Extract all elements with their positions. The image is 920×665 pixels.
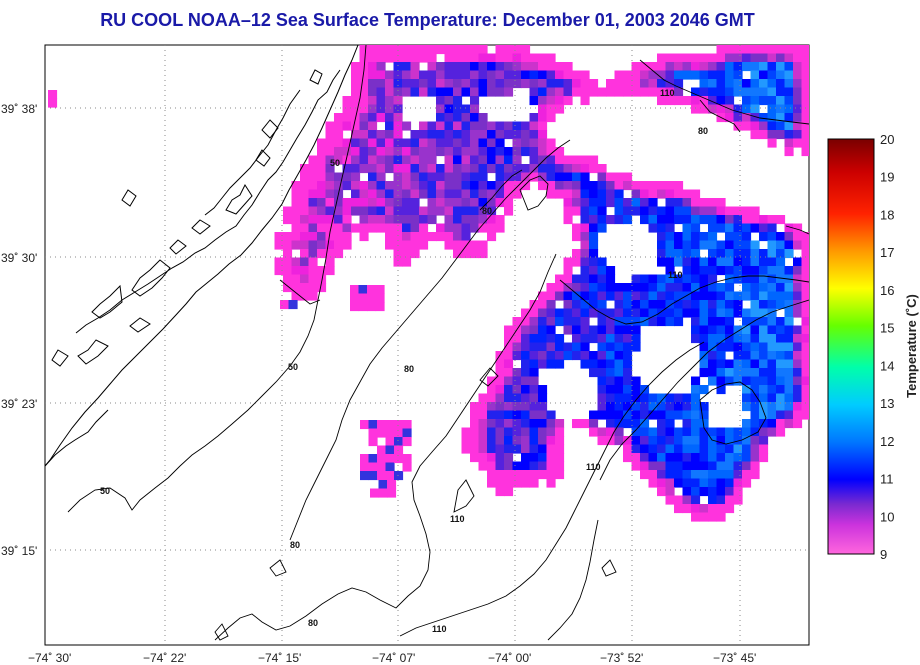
colorbar-tick-label: 10 bbox=[880, 509, 894, 524]
sst-pixel-layer bbox=[48, 45, 809, 522]
colorbar-tick-label: 9 bbox=[880, 547, 887, 562]
longitude-label: −74˚ 30' bbox=[28, 651, 71, 665]
colorbar-tick-label: 19 bbox=[880, 170, 894, 185]
longitude-label: −74˚ 00' bbox=[488, 651, 531, 665]
latitude-label: 39˚ 15' bbox=[1, 544, 37, 558]
contour-label: 110 bbox=[668, 270, 683, 280]
colorbar-tick-label: 18 bbox=[880, 207, 894, 222]
colorbar-tick-label: 20 bbox=[880, 132, 894, 147]
latitude-axis: 39˚ 38' 39˚ 30' 39˚ 23' 39˚ 15' bbox=[1, 102, 37, 558]
colorbar: 20 19 18 17 16 15 14 13 12 11 10 9 Temperature (˚C) bbox=[827, 132, 919, 562]
bathymetry-contours bbox=[67, 45, 809, 641]
colorbar-gradient bbox=[827, 138, 875, 555]
colorbar-tick-label: 12 bbox=[880, 434, 894, 449]
colorbar-ticks: 20 19 18 17 16 15 14 13 12 11 10 9 bbox=[880, 132, 894, 562]
map-title: RU COOL NOAA–12 Sea Surface Temperature:… bbox=[100, 10, 755, 30]
contour-label: 80 bbox=[308, 618, 318, 628]
contour-label: 50 bbox=[288, 362, 298, 372]
contour-label: 80 bbox=[290, 540, 300, 550]
contour-label: 110 bbox=[586, 462, 601, 472]
longitude-label: −73˚ 45' bbox=[713, 651, 756, 665]
longitude-label: −74˚ 22' bbox=[143, 651, 186, 665]
contour-label: 110 bbox=[432, 624, 447, 634]
contour-label: 80 bbox=[404, 364, 414, 374]
contour-label: 80 bbox=[482, 206, 492, 216]
latitude-label: 39˚ 30' bbox=[1, 251, 37, 265]
latitude-label: 39˚ 23' bbox=[1, 397, 37, 411]
coastline bbox=[45, 45, 359, 467]
longitude-label: −73˚ 52' bbox=[600, 651, 643, 665]
colorbar-tick-label: 14 bbox=[880, 358, 894, 373]
colorbar-tick-label: 17 bbox=[880, 245, 894, 260]
longitude-label: −74˚ 07' bbox=[372, 651, 415, 665]
latitude-label: 39˚ 38' bbox=[1, 102, 37, 116]
longitude-label: −74˚ 15' bbox=[258, 651, 301, 665]
contour-label: 110 bbox=[450, 514, 465, 524]
colorbar-tick-label: 11 bbox=[880, 472, 894, 487]
longitude-axis: −74˚ 30' −74˚ 22' −74˚ 15' −74˚ 07' −74˚… bbox=[28, 651, 756, 665]
contour-label: 80 bbox=[698, 126, 708, 136]
colorbar-tick-label: 16 bbox=[880, 283, 894, 298]
colorbar-title: Temperature (˚C) bbox=[904, 294, 919, 398]
contour-label: 110 bbox=[660, 88, 675, 98]
contour-label: 50 bbox=[100, 486, 110, 496]
graticule bbox=[45, 45, 809, 645]
contour-labels: 50 50 50 80 80 80 80 80 110 110 110 110 … bbox=[100, 88, 708, 634]
contour-label: 50 bbox=[330, 158, 340, 168]
colorbar-tick-label: 13 bbox=[880, 396, 894, 411]
colorbar-tick-label: 15 bbox=[880, 321, 894, 336]
